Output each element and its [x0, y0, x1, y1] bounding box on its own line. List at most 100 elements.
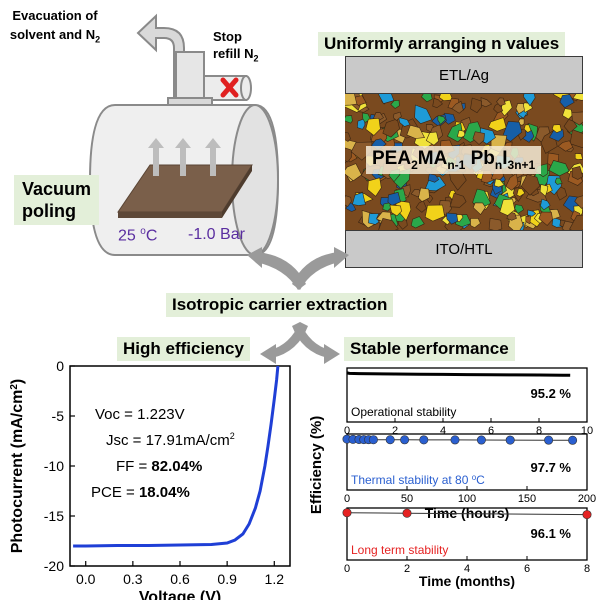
- arrow-head-bottom-right: [324, 344, 340, 364]
- jv-xtick-label: 0.0: [76, 571, 96, 587]
- grain: [421, 94, 433, 103]
- grain: [502, 120, 523, 142]
- jv-ytick-label: -10: [44, 458, 64, 474]
- grain: [505, 172, 519, 191]
- grain: [569, 129, 583, 149]
- grain: [538, 211, 553, 226]
- grain: [393, 111, 402, 121]
- stability-point: [505, 435, 515, 445]
- stability-point: [568, 435, 578, 445]
- ito-htl-layer: ITO/HTL: [345, 230, 583, 268]
- grain: [499, 198, 516, 216]
- stability-xtick-label: 6: [488, 425, 494, 437]
- high-efficiency-title: High efficiency: [117, 337, 250, 361]
- uniform-n-title: Uniformly arranging n values: [318, 32, 566, 56]
- evacuation-line2: solvent and N2: [9, 27, 101, 45]
- etl-ag-layer: ETL/Ag: [345, 56, 583, 94]
- jv-ytick-label: -5: [52, 408, 65, 424]
- grain: [352, 192, 366, 206]
- stability-xtick-label: 0: [344, 425, 350, 437]
- grain: [390, 99, 400, 109]
- voc-param: Voc = 1.223V: [95, 406, 185, 423]
- stability-point: [476, 435, 486, 445]
- stability-xlabel: Time (months): [419, 573, 515, 589]
- vacuum-line1: Vacuum: [22, 179, 92, 199]
- grain: [493, 178, 505, 188]
- jv-xtick-label: 0.6: [170, 571, 190, 587]
- stability-xtick-label: 200: [578, 493, 596, 505]
- grain: [540, 198, 551, 211]
- stability-point: [582, 510, 592, 520]
- grain: [451, 100, 464, 114]
- jv-ylabel: Photocurrent (mA/cm2): [9, 379, 27, 553]
- grain: [523, 124, 532, 133]
- grain: [432, 97, 443, 109]
- grain: [571, 111, 583, 126]
- vacuum-line2: poling: [22, 201, 76, 221]
- grain: [410, 216, 425, 229]
- grain: [551, 124, 562, 134]
- grain: [514, 204, 524, 214]
- grain: [523, 94, 536, 107]
- grain: [569, 214, 583, 230]
- grain: [414, 104, 433, 124]
- curve-arrow-right-bottom: [292, 322, 330, 358]
- stability-legend: Long term stability: [351, 543, 448, 557]
- grain: [345, 115, 353, 124]
- grain: [574, 195, 583, 209]
- grain: [488, 217, 503, 230]
- stability-point: [419, 435, 429, 445]
- grain: [557, 140, 574, 152]
- stability-xtick-label: 8: [536, 425, 542, 437]
- grain: [427, 173, 440, 183]
- jv-xtick-label: 1.2: [265, 571, 285, 587]
- grain: [410, 188, 421, 198]
- vacuum-poling-label: Vacuum poling: [14, 175, 100, 225]
- stability-legend: Thermal stability at 80 oC: [351, 473, 485, 488]
- jsc-param: Jsc = 17.91mA/cm2: [106, 431, 235, 449]
- jv-xtick-label: 0.3: [123, 571, 143, 587]
- stability-xtick-label: 2: [392, 425, 398, 437]
- grain: [470, 97, 483, 114]
- grain: [425, 131, 439, 146]
- grain: [345, 163, 362, 182]
- stability-annotation: 96.1 %: [531, 526, 572, 541]
- arrow-head-top-left: [247, 247, 262, 268]
- grain: [572, 94, 583, 101]
- stability-xtick-label: 50: [401, 493, 413, 505]
- grain: [515, 103, 525, 115]
- operational-curve: [346, 371, 571, 377]
- jv-ytick-label: -20: [44, 558, 64, 574]
- grain: [449, 192, 467, 208]
- pce-param: PCE = 18.04%: [91, 484, 190, 501]
- grain: [406, 124, 425, 139]
- grain: [345, 195, 352, 207]
- stability-legend: Operational stability: [351, 405, 456, 419]
- stability-connector: [346, 438, 573, 441]
- grain: [527, 209, 537, 217]
- grain: [563, 119, 578, 134]
- jv-ytick-label: 0: [56, 360, 64, 374]
- stability-point: [385, 435, 395, 445]
- grain: [345, 94, 358, 106]
- jv-curve: [73, 365, 280, 548]
- stability-xtick-label: 2: [404, 563, 410, 575]
- stability-xtick-label: 6: [524, 563, 530, 575]
- jv-xtick-label: 0.9: [217, 571, 237, 587]
- stability-xtick-label: 0: [344, 493, 350, 505]
- grain: [554, 177, 563, 185]
- evacuation-line1: Evacuation of: [12, 8, 98, 23]
- grain: [472, 131, 485, 145]
- grain: [437, 115, 446, 125]
- stability-point: [400, 435, 410, 445]
- evacuation-label: Evacuation of solvent and N2: [0, 6, 110, 50]
- stability-annotation: 97.7 %: [531, 460, 572, 475]
- curve-arrow-right-top: [292, 252, 340, 290]
- stability-point: [544, 435, 554, 445]
- curve-arrow-left-top: [255, 252, 306, 290]
- grain: [446, 212, 459, 225]
- grain: [398, 116, 411, 127]
- pressure-label: -1.0 Bar: [188, 226, 245, 243]
- grain: [389, 204, 402, 217]
- arrow-head-top-right: [334, 247, 349, 268]
